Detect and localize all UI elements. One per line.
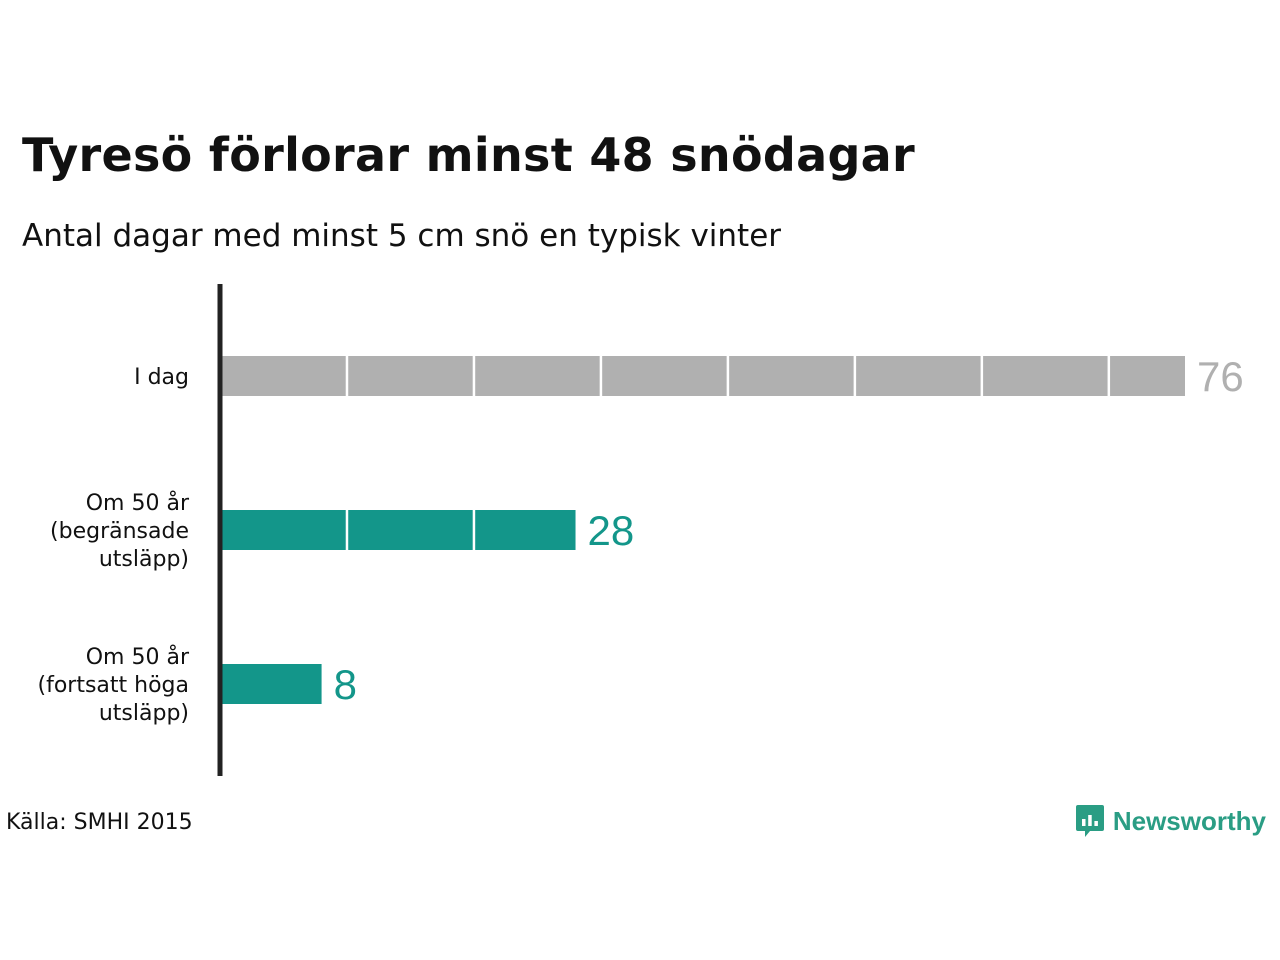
value-label: 8	[334, 661, 357, 708]
newsworthy-logo-icon	[1075, 805, 1104, 837]
chart-title: Tyresö förlorar minst 48 snödagar	[22, 128, 915, 182]
bar	[220, 664, 322, 704]
source-note: Källa: SMHI 2015	[6, 810, 193, 835]
bar	[220, 356, 1185, 396]
chart-subtitle: Antal dagar med minst 5 cm snö en typisk…	[22, 218, 782, 254]
brand-logo: Newsworthy	[1075, 803, 1266, 839]
bar-chart: 76 I dag 28 Om 50 år (begränsade utsläpp) 8 Om …	[38, 284, 1244, 776]
value-label: 76	[1197, 353, 1244, 400]
category-label-line: Om 50 år	[86, 490, 190, 516]
category-label: Om 50 år (begränsade utsläpp)	[50, 490, 190, 572]
value-label: 28	[588, 507, 635, 554]
category-label: I dag	[134, 365, 189, 390]
category-label-line: utsläpp)	[99, 547, 189, 572]
category-label-line: utsläpp)	[99, 701, 189, 726]
category-label: Om 50 år (fortsatt höga utsläpp)	[38, 644, 190, 726]
bar	[220, 510, 576, 550]
brand-name: Newsworthy	[1112, 805, 1266, 836]
category-label-line: (fortsatt höga	[38, 673, 190, 698]
category-label-line: Om 50 år	[86, 644, 190, 670]
category-label-line: I dag	[134, 365, 189, 390]
category-label-line: (begränsade	[50, 519, 189, 544]
